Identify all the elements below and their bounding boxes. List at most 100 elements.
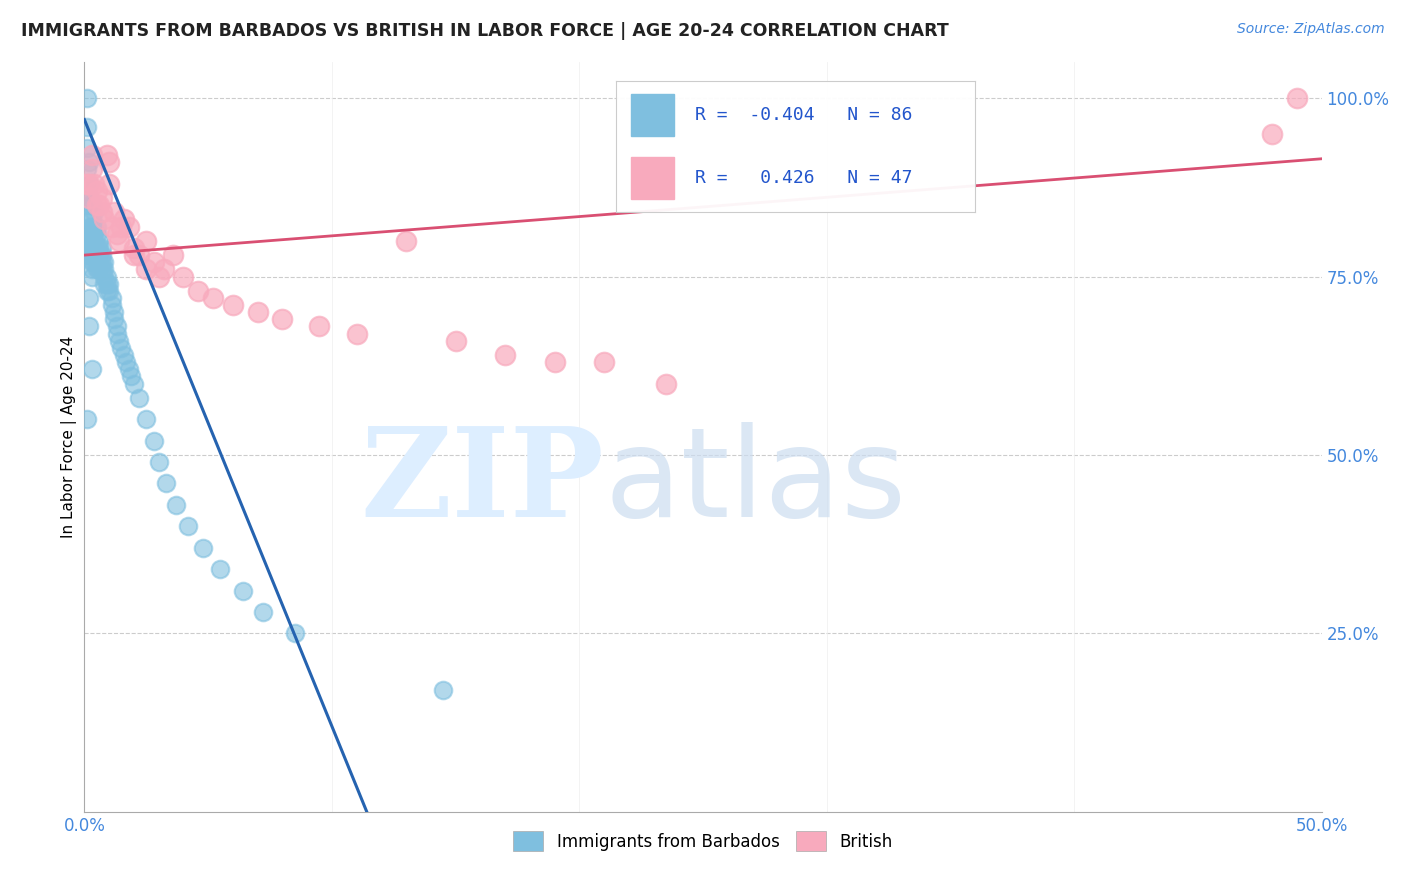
Point (79, 191, 101, 205)
Point (83, 248, 105, 262)
Point (252, 605, 274, 619)
Point (96, 284, 118, 298)
Point (112, 212, 135, 227)
Point (142, 434, 165, 448)
Point (76, 177, 98, 191)
Text: IMMIGRANTS FROM BARBADOS VS BRITISH IN LABOR FORCE | AGE 20-24 CORRELATION CHART: IMMIGRANTS FROM BARBADOS VS BRITISH IN L… (21, 22, 949, 40)
Point (89, 241, 111, 255)
Point (162, 248, 184, 262)
Point (432, 683, 454, 698)
Point (115, 355, 138, 369)
Point (209, 562, 232, 576)
Point (79, 219, 101, 234)
Point (148, 455, 170, 469)
Point (112, 348, 135, 362)
Point (90, 248, 112, 262)
Point (89, 255, 111, 269)
Point (444, 334, 467, 348)
Point (86, 262, 108, 277)
Point (128, 248, 150, 262)
Point (308, 319, 330, 334)
Point (98, 155, 121, 169)
Point (83, 177, 105, 191)
Point (79, 198, 101, 212)
Point (120, 369, 142, 384)
Point (122, 248, 145, 262)
Point (98, 277, 121, 291)
Point (76, 141, 98, 155)
Point (86, 248, 108, 262)
Point (96, 277, 118, 291)
Point (96, 269, 118, 284)
Point (80, 219, 103, 234)
Point (284, 626, 307, 640)
Point (177, 519, 200, 533)
Point (103, 312, 125, 326)
Point (100, 298, 122, 312)
Point (80, 198, 103, 212)
Point (76, 162, 98, 177)
Point (80, 148, 103, 162)
Point (76, 91, 98, 105)
Point (83, 227, 105, 241)
Point (80, 262, 103, 277)
Point (93, 255, 115, 269)
Point (90, 241, 112, 255)
Point (271, 312, 294, 326)
Point (80, 248, 103, 262)
Point (100, 291, 122, 305)
Point (90, 191, 112, 205)
Point (79, 241, 101, 255)
Point (90, 255, 112, 269)
Point (86, 255, 108, 269)
Point (655, 376, 678, 391)
Point (1285, 91, 1308, 105)
Point (89, 198, 111, 212)
Point (80, 162, 103, 177)
Point (110, 219, 132, 234)
Point (86, 198, 108, 212)
Legend: Immigrants from Barbados, British: Immigrants from Barbados, British (506, 825, 900, 857)
Point (395, 234, 418, 248)
Point (79, 177, 101, 191)
Point (103, 305, 125, 319)
Point (80, 255, 103, 269)
Point (135, 234, 157, 248)
Point (93, 269, 115, 284)
Point (346, 326, 368, 341)
Point (110, 341, 132, 355)
Point (86, 227, 108, 241)
Point (79, 234, 101, 248)
Point (80, 269, 103, 284)
Point (593, 355, 616, 369)
Point (80, 212, 103, 227)
Point (83, 255, 105, 269)
Point (105, 319, 128, 334)
Point (83, 205, 105, 219)
Point (108, 234, 131, 248)
Point (89, 262, 111, 277)
Point (148, 269, 170, 284)
Point (494, 348, 516, 362)
Point (172, 269, 194, 284)
Text: ZIP: ZIP (360, 422, 605, 542)
Point (96, 148, 118, 162)
Point (222, 298, 245, 312)
Point (93, 277, 115, 291)
Point (76, 184, 98, 198)
Point (79, 248, 101, 262)
Point (79, 191, 101, 205)
Point (246, 305, 269, 319)
Point (90, 262, 112, 277)
Point (135, 412, 157, 426)
Point (165, 498, 187, 512)
Point (122, 376, 145, 391)
Y-axis label: In Labor Force | Age 20-24: In Labor Force | Age 20-24 (62, 336, 77, 538)
Point (543, 355, 565, 369)
Point (79, 155, 101, 169)
Point (135, 262, 157, 277)
Point (105, 326, 128, 341)
Point (118, 362, 141, 376)
Text: atlas: atlas (605, 422, 905, 542)
Point (128, 391, 150, 405)
